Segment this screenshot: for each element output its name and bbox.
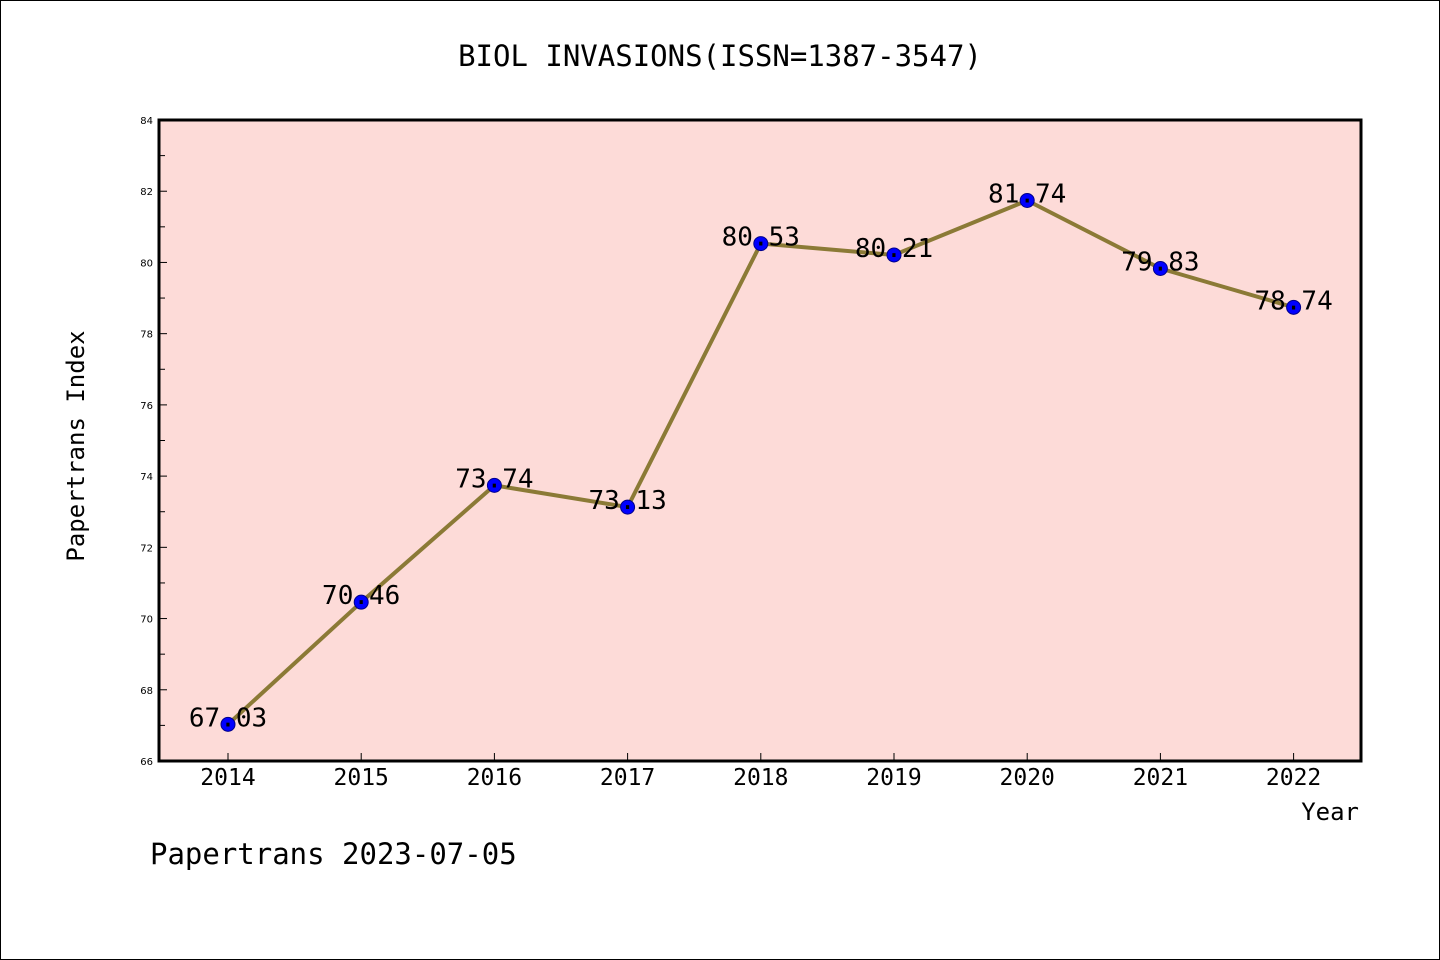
data-label-2019: 80.21 <box>855 234 933 264</box>
y-tick-label: 84 <box>140 116 153 127</box>
x-axis-label: Year <box>1301 798 1359 826</box>
data-point-2020 <box>1019 192 1035 208</box>
data-point-2019 <box>886 247 902 263</box>
data-point-2017 <box>620 499 636 515</box>
data-label-2018: 80.53 <box>722 223 800 253</box>
data-point-2021 <box>1152 260 1168 276</box>
y-axis-label: Papertrans Index <box>62 330 90 561</box>
series-papertrans-index <box>220 192 1302 732</box>
x-tick-label: 2021 <box>1133 765 1188 791</box>
y-tick-label: 78 <box>140 330 153 341</box>
data-point-2014 <box>220 716 236 732</box>
y-tick-label: 80 <box>140 258 153 269</box>
x-tick-label: 2022 <box>1266 765 1321 791</box>
x-tick-label: 2016 <box>467 765 522 791</box>
y-tick-label: 74 <box>140 472 153 483</box>
data-label-2016: 73.74 <box>455 464 533 494</box>
data-label-2021: 79.83 <box>1121 247 1199 277</box>
y-tick-label: 70 <box>140 615 153 626</box>
y-tick-label: 76 <box>140 401 153 412</box>
x-tick-label: 2017 <box>600 765 655 791</box>
y-tick-label: 72 <box>140 543 153 554</box>
footer-stamp: Papertrans 2023-07-05 <box>150 837 517 871</box>
data-label-2020: 81.74 <box>988 179 1066 209</box>
data-label-2017: 73.13 <box>588 486 666 516</box>
x-tick-label: 2018 <box>733 765 788 791</box>
data-label-2014: 67.03 <box>189 703 267 733</box>
data-point-2015 <box>353 594 369 610</box>
y-tick-label: 82 <box>140 187 153 198</box>
y-tick-label: 68 <box>140 686 153 697</box>
data-labels: 67.03 70.46 73.74 73.13 80.53 80.21 81.74 79.83… <box>189 179 1333 733</box>
data-point-2016 <box>486 477 502 493</box>
x-tick-label: 2020 <box>1000 765 1055 791</box>
data-point-2018 <box>753 236 769 252</box>
y-tick-label: 66 <box>140 757 153 768</box>
chart-title: BIOL INVASIONS(ISSN=1387-3547) <box>458 39 982 73</box>
plot-area <box>157 118 1363 763</box>
x-tick-label: 2015 <box>334 765 389 791</box>
x-tick-label: 2019 <box>866 765 921 791</box>
x-tick-label: 2014 <box>200 765 255 791</box>
y-axis: 66 68 70 72 74 76 78 80 82 84 <box>140 116 167 768</box>
data-point-2022 <box>1286 299 1302 315</box>
data-label-2022: 78.74 <box>1254 286 1332 316</box>
x-axis: 2014 2015 2016 2017 2018 2019 2020 2021 2022 <box>200 753 1321 791</box>
data-label-2015: 70.46 <box>322 581 400 611</box>
